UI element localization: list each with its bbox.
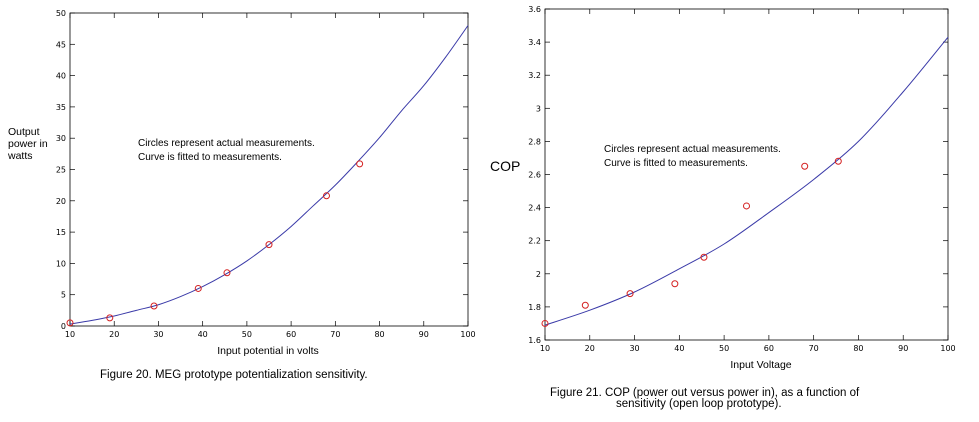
chart-right-plot-area: 10 20 30 40 50 60 70 80 90 100 1.6 1.8 2 2.2 2.4 2.6 2.8… [528,5,955,353]
chart-left-measurement-point [66,319,74,327]
chart-right-xtick-label: 10 [540,344,550,353]
chart-right-measurement-point [581,301,589,309]
chart-right-measurement-point [626,290,634,298]
chart-left-xtick-label: 20 [109,330,119,339]
chart-left-measurement-point [265,241,273,249]
chart-left-ytick-label: 20 [56,197,66,206]
chart-left-xlabel: Input potential in volts [217,345,319,357]
chart-left-fitted-curve [69,25,469,325]
chart-left-ytick-label: 45 [56,40,66,49]
chart-right-xlabel: Input Voltage [730,359,791,371]
chart-left-ytick-label: 15 [56,228,66,237]
chart-left-xtick-label: 80 [374,330,384,339]
chart-left-ytick-label: 25 [56,166,66,175]
chart-right-ytick-label: 1.6 [528,336,541,345]
chart-right-measurement-point [541,319,549,327]
chart-left-ytick-label: 0 [61,322,66,331]
chart-right-axes-frame [544,8,949,341]
chart-left-ytick-label: 10 [56,259,66,268]
chart-right-xtick-label: 50 [719,344,729,353]
chart-right-measurement-point [801,162,809,170]
chart-right: 10 20 30 40 50 60 70 80 90 100 1.6 1.8 2 2.2 2.4 2.6 2.8… [490,5,956,410]
chart-left-xtick-label: 100 [460,330,475,339]
chart-left-ylabel-line-2: power in [8,138,48,150]
chart-left-measurement-point [150,302,158,310]
chart-right-measurement-point [671,280,679,288]
chart-right-ylabel: COP [490,158,520,174]
chart-right-ytick-label: 3.4 [528,38,541,47]
chart-right-annotation-line-1: Circles represent actual measurements. [604,144,781,155]
chart-right-ytick-label: 3.6 [528,5,541,14]
chart-right-caption-line-2: sensitivity (open loop prototype). [616,398,782,410]
chart-right-measurement-point [700,253,708,261]
chart-left-xtick-label: 40 [198,330,208,339]
chart-left-caption: Figure 20. MEG prototype potentializatio… [100,369,368,381]
chart-right-annotation-line-2: Curve is fitted to measurements. [604,158,748,169]
chart-right-ytick-label: 1.8 [528,303,541,312]
chart-left-ytick-label: 50 [56,9,66,18]
chart-left-measurement-point [223,269,231,277]
chart-left-ytick-label: 5 [61,291,66,300]
chart-right-ytick-label: 2.4 [528,204,541,213]
chart-left-ylabel-line-1: Output [8,126,40,138]
chart-left-axes-frame [69,12,469,327]
chart-left-xtick-label: 60 [286,330,296,339]
chart-left-measurement-point [356,160,364,168]
chart-right-xtick-label: 90 [898,344,908,353]
chart-right-ytick-label: 3.2 [528,71,541,80]
chart-left-xtick-label: 50 [242,330,252,339]
chart-left-annotation-line-1: Circles represent actual measurements. [138,138,315,149]
chart-right-xtick-label: 20 [585,344,595,353]
chart-right-ytick-label: 3 [536,104,541,113]
chart-right-xtick-label: 40 [674,344,684,353]
chart-right-ytick-label: 2 [536,270,541,279]
chart-left-annotation-line-2: Curve is fitted to measurements. [138,152,282,163]
chart-right-xtick-label: 100 [940,344,955,353]
chart-left-ytick-label: 40 [56,72,66,81]
chart-right-ytick-label: 2.6 [528,171,541,180]
chart-left-ylabel-line-3: watts [7,150,33,162]
chart-left-measurement-point [322,192,330,200]
chart-right-xtick-label: 30 [629,344,639,353]
chart-right-fitted-curve [544,36,949,326]
chart-left-xtick-label: 70 [330,330,340,339]
chart-left-xtick-label: 90 [419,330,429,339]
chart-left-xtick-label: 30 [153,330,163,339]
chart-right-measurement-point [743,202,750,210]
chart-right-xtick-label: 70 [809,344,819,353]
chart-right-xtick-label: 80 [853,344,863,353]
chart-left-xtick-label: 10 [65,330,75,339]
chart-left-measurement-point [106,314,114,322]
chart-left-ytick-label: 35 [56,103,66,112]
chart-right-ytick-label: 2.2 [528,237,541,246]
chart-right-caption-line-1: Figure 21. COP (power out versus power i… [550,387,860,399]
chart-left: 10 20 30 40 50 60 70 80 90 100 0 5 10 15 20 25 30 35 40 45 5… [7,9,476,381]
chart-left-plot-area: 10 20 30 40 50 60 70 80 90 100 0 5 10 15 20 25 30 35 40 45 5… [56,9,476,339]
chart-right-measurement-point [834,157,842,165]
chart-right-ytick-label: 2.8 [528,137,541,146]
chart-right-xtick-label: 60 [764,344,774,353]
chart-left-measurement-point [194,284,202,292]
chart-left-ytick-label: 30 [56,134,66,143]
